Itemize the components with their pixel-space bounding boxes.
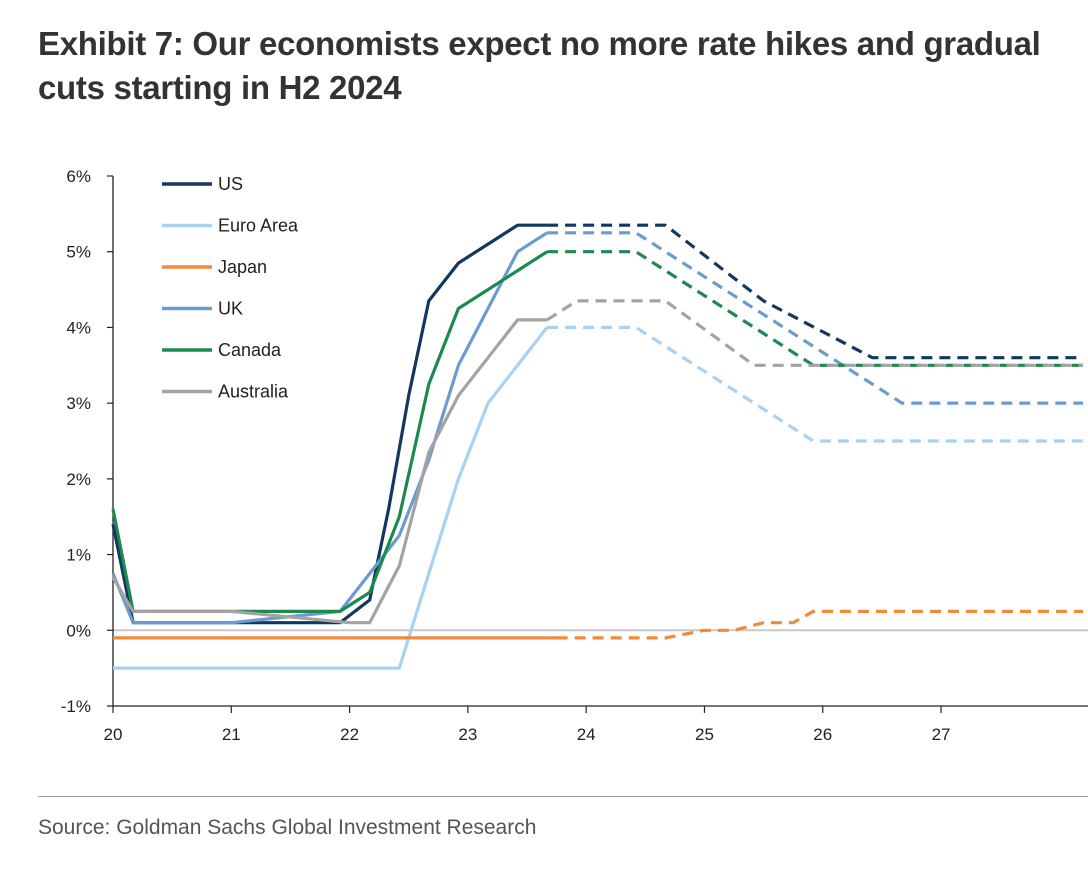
x-tick-label: 20 bbox=[104, 725, 123, 744]
y-tick-label: -1% bbox=[61, 697, 91, 716]
rate-chart: -1% 0% 1% 2% 3% 4% 5% 6% 20 21 22 23 24 25 26 27 US Eur… bbox=[61, 167, 1088, 744]
axes bbox=[112, 176, 1088, 707]
series-lines bbox=[111, 223, 1083, 670]
series-japan-forecast bbox=[556, 609, 1083, 640]
x-tick-label: 22 bbox=[340, 725, 359, 744]
y-tick-label: 4% bbox=[66, 318, 91, 337]
source-note: Source: Goldman Sachs Global Investment … bbox=[38, 816, 537, 839]
series-uk-forecast bbox=[547, 231, 1083, 405]
y-tick-label: 5% bbox=[66, 243, 91, 262]
y-tick-label: 6% bbox=[66, 167, 91, 186]
x-tick-label: 23 bbox=[458, 725, 477, 744]
legend-label-australia: Australia bbox=[218, 382, 289, 402]
y-tick-label: 0% bbox=[66, 621, 91, 640]
x-tick-label: 27 bbox=[932, 725, 951, 744]
series-us-actual bbox=[111, 223, 548, 625]
legend-label-uk: UK bbox=[218, 299, 243, 319]
series-euro-area-forecast bbox=[547, 325, 1083, 443]
legend-label-japan: Japan bbox=[218, 257, 267, 277]
series-australia-actual bbox=[111, 318, 548, 625]
series-us-forecast bbox=[547, 223, 1083, 360]
x-tick-label: 26 bbox=[813, 725, 832, 744]
x-tick-label: 21 bbox=[222, 725, 241, 744]
x-axis-ticks: 20 21 22 23 24 25 26 27 bbox=[104, 706, 951, 744]
legend-label-canada: Canada bbox=[218, 340, 282, 360]
footer-divider bbox=[38, 796, 1088, 797]
y-tick-label: 3% bbox=[66, 394, 91, 413]
legend-label-euro-area: Euro Area bbox=[218, 216, 299, 236]
y-tick-label: 2% bbox=[66, 470, 91, 489]
series-canada-actual bbox=[111, 250, 548, 614]
legend: US Euro Area Japan UK Canada Australia bbox=[162, 174, 299, 402]
chart-title: Exhibit 7: Our economists expect no more… bbox=[38, 25, 1041, 106]
x-tick-label: 24 bbox=[577, 725, 596, 744]
series-australia-forecast bbox=[546, 299, 1083, 367]
y-axis-ticks: -1% 0% 1% 2% 3% 4% 5% 6% bbox=[61, 167, 113, 716]
y-tick-label: 1% bbox=[66, 546, 91, 565]
x-tick-label: 25 bbox=[695, 725, 714, 744]
series-uk-actual bbox=[111, 231, 548, 625]
series-canada-forecast bbox=[547, 250, 1083, 367]
legend-label-us: US bbox=[218, 174, 243, 194]
series-euro-area-actual bbox=[113, 326, 549, 670]
